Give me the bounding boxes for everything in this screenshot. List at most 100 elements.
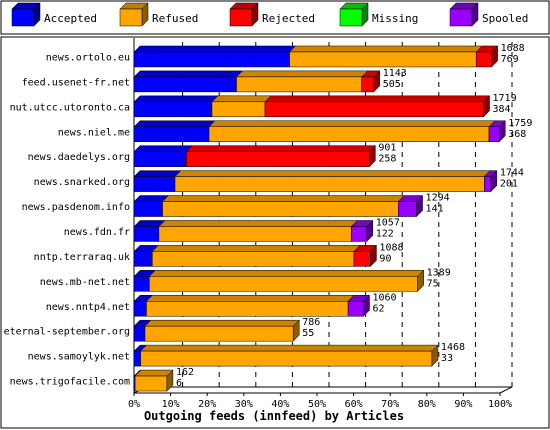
x-tick-label: 70%: [381, 399, 399, 410]
y-category-label: news.pasdenom.info: [22, 202, 130, 213]
y-category-label: news.nntp4.net: [46, 302, 130, 313]
accepted-value-label: 769: [501, 54, 519, 65]
bar-row: [133, 269, 425, 292]
y-category-label: nntp.terraraq.uk: [34, 252, 130, 263]
y-axis-labels: news.ortolo.eu feed.usenet-fr.net nut.utcc…: [4, 52, 130, 387]
bar-row: [133, 95, 491, 118]
bar-row: [133, 145, 376, 168]
x-tick-label: 50%: [308, 399, 326, 410]
bar-row: [133, 70, 381, 93]
bar-segment-spooled: [351, 226, 368, 242]
offered-value-label: 1060: [372, 292, 396, 303]
legend-label-accepted: Accepted: [44, 12, 97, 25]
bar-segment-spooled: [488, 126, 500, 142]
bar-segment-rejected: [475, 51, 492, 68]
bar-segment-accepted: [133, 276, 150, 292]
y-category-label: news.samoylyk.net: [28, 352, 130, 363]
bar-segment-accepted: [133, 176, 176, 192]
y-category-label: news.ortolo.eu: [46, 52, 130, 63]
offered-value-label: 1088: [379, 242, 403, 253]
bar-segment-accepted: [133, 201, 163, 217]
legend-swatch-rejected: [229, 8, 253, 27]
y-category-label: news.daedelys.org: [28, 152, 130, 163]
y-category-label: news.mb-net.net: [40, 277, 130, 288]
bar-row: [133, 170, 498, 193]
bar-segment-accepted: [133, 226, 160, 242]
bar-segment-refused: [208, 126, 490, 142]
legend-swatch-missing: [339, 8, 363, 27]
bar-row: [133, 369, 174, 392]
accepted-value-label: 201: [500, 179, 518, 190]
bar-segment-refused: [149, 276, 418, 292]
accepted-value-label: 90: [379, 253, 391, 264]
offered-value-label: 1057: [376, 217, 400, 228]
bar-segment-refused: [146, 301, 349, 317]
legend-item-missing: Missing: [339, 2, 418, 27]
bar-segment-refused: [134, 375, 168, 392]
x-axis-ticks: 0% 10% 20% 30% 40% 50% 60% 70% 80% 90% 100%: [128, 393, 512, 410]
x-tick-label: 60%: [345, 399, 363, 410]
bar-segment-rejected: [264, 101, 484, 118]
accepted-value-label: 384: [493, 104, 511, 115]
legend-item-spooled: Spooled: [449, 2, 528, 27]
legend-label-missing: Missing: [372, 12, 418, 25]
bar-segment-refused: [158, 226, 352, 242]
bar-segment-accepted: [133, 251, 153, 267]
bar-segment-accepted: [133, 325, 146, 342]
offered-value-label: 1759: [508, 118, 532, 129]
bar-row: [133, 219, 374, 243]
legend-label-rejected: Rejected: [262, 12, 315, 25]
offered-value-label: 1719: [493, 93, 517, 104]
accepted-value-label: 141: [426, 204, 444, 215]
x-tick-label: 90%: [454, 399, 472, 410]
bar-segment-refused: [140, 350, 433, 367]
accepted-value-label: 75: [427, 278, 439, 289]
bar-segment-refused: [289, 51, 477, 68]
x-tick-label: 100%: [488, 399, 512, 410]
legend-item-rejected: Rejected: [229, 2, 315, 27]
bar-segment-accepted: [133, 151, 187, 167]
accepted-value-label: 258: [378, 154, 396, 165]
legend-label-refused: Refused: [152, 12, 198, 25]
legend-item-accepted: Accepted: [11, 2, 97, 27]
bar-segment-accepted: [133, 350, 141, 367]
bar-segment-accepted: [133, 101, 213, 118]
legend-label-spooled: Spooled: [482, 12, 528, 25]
accepted-value-label: 55: [302, 328, 314, 339]
legend: Accepted Refused Rejected Missing Spooled: [0, 0, 550, 35]
bar-segment-refused: [162, 201, 399, 217]
offered-value-label: 1744: [500, 168, 524, 179]
x-tick-label: 0%: [128, 399, 140, 410]
bar-row: [133, 344, 439, 367]
x-tick-label: 40%: [271, 399, 289, 410]
bar-segment-rejected: [186, 151, 370, 167]
x-tick-label: 10%: [162, 399, 180, 410]
offered-value-label: 1143: [383, 68, 407, 79]
x-tick-label: 20%: [198, 399, 216, 410]
bar-row: [133, 120, 506, 143]
accepted-value-label: 505: [383, 79, 401, 90]
bar-row: [133, 45, 499, 68]
bar-segment-accepted: [133, 51, 290, 68]
y-category-label: eternal-september.org: [4, 327, 130, 338]
bar-row: [133, 319, 300, 342]
offered-value-label: 1688: [501, 43, 525, 54]
y-category-label: news.niel.me: [58, 127, 130, 138]
accepted-value-label: 368: [508, 129, 526, 140]
legend-swatch-accepted: [11, 8, 35, 27]
offered-value-label: 1294: [426, 193, 450, 204]
bar-segment-spooled: [398, 201, 417, 217]
accepted-value-label: 33: [441, 353, 453, 364]
bars: [133, 45, 506, 392]
y-category-label: news.fdn.fr: [64, 227, 130, 238]
legend-item-refused: Refused: [119, 2, 198, 27]
bar-segment-accepted: [133, 301, 147, 317]
offered-value-label: 786: [302, 317, 320, 328]
bar-segment-rejected: [353, 251, 371, 267]
bar-row: [133, 294, 371, 317]
bar-segment-accepted: [133, 76, 237, 93]
x-tick-label: 80%: [418, 399, 436, 410]
bar-segment-rejected: [361, 76, 374, 93]
